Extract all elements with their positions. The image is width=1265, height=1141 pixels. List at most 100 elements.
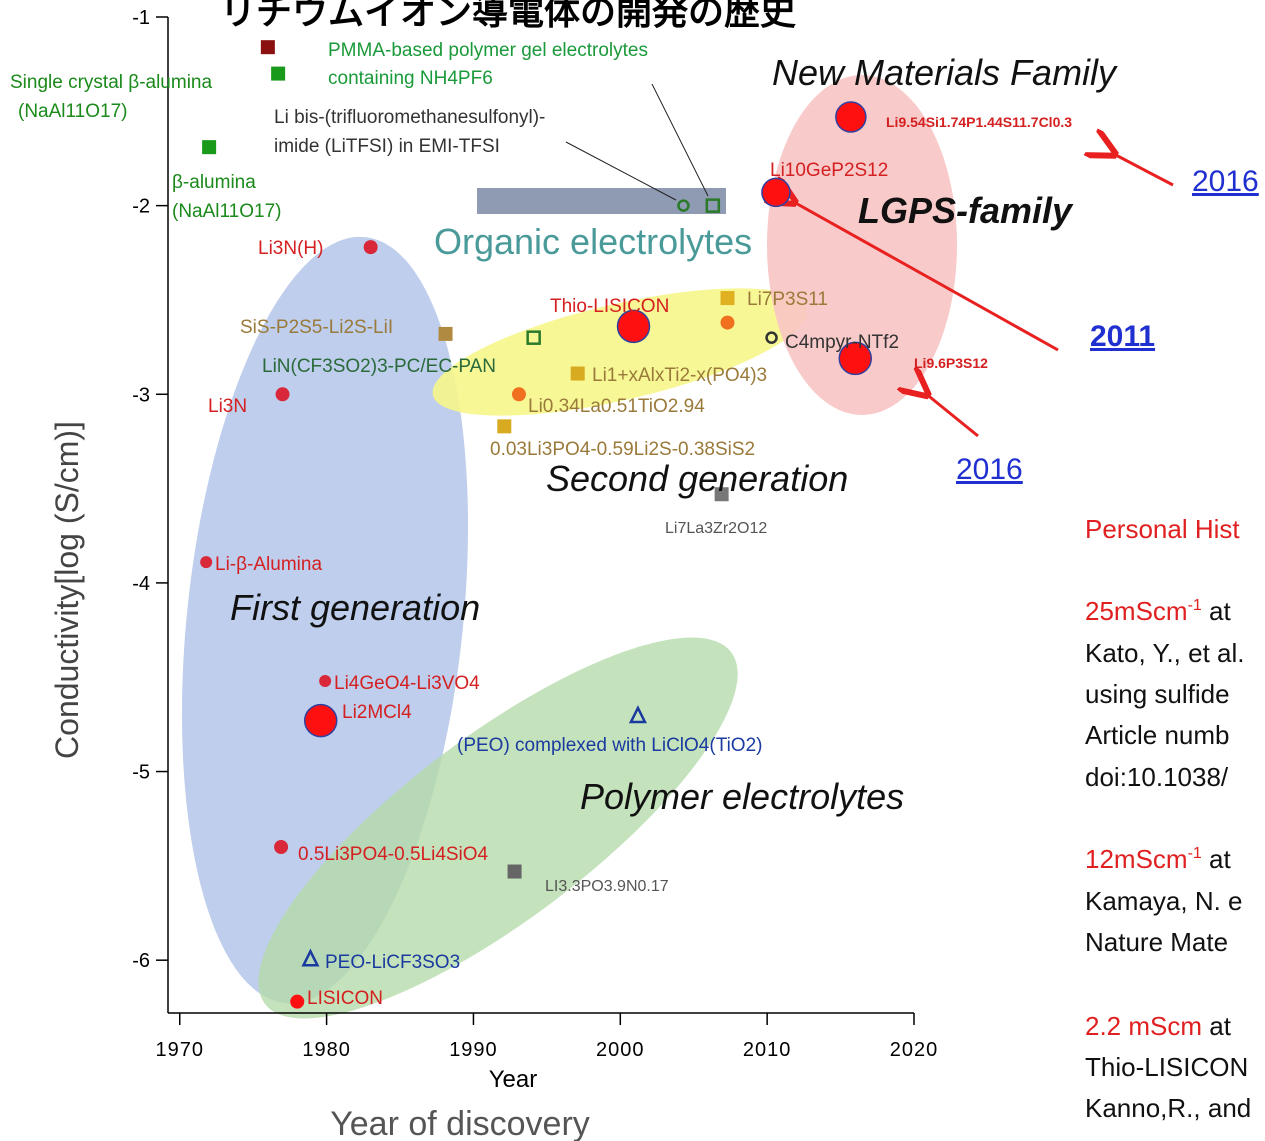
x-tick-label: 1970 xyxy=(155,1039,204,1061)
arrows xyxy=(792,153,1174,438)
annotation: imide (LiTFSI) in EMI-TFSI xyxy=(274,136,500,157)
point xyxy=(616,309,651,344)
annotation: SiS-P2S5-Li2S-LiI xyxy=(240,317,393,338)
side-text: at xyxy=(1202,1011,1232,1041)
point xyxy=(260,40,275,55)
point xyxy=(765,331,778,344)
annotation: PMMA-based polymer gel electrolytes xyxy=(328,40,648,61)
chart-title: リチウムイオン導電体の開発の歴史 xyxy=(220,0,796,32)
point xyxy=(497,419,512,434)
side-text: at xyxy=(1202,844,1232,874)
annotation: Polymer electrolytes xyxy=(580,776,904,817)
side-line: using sulfide xyxy=(1085,679,1230,709)
side-line: 25mScm-1 at xyxy=(1085,596,1231,626)
point xyxy=(570,366,585,381)
annotation: containing NH4PF6 xyxy=(328,68,493,89)
y-tick-label: -4 xyxy=(132,573,150,595)
point xyxy=(363,240,378,255)
x-tick-label: 2020 xyxy=(890,1039,939,1061)
annotation: (NaAl11O17) xyxy=(18,101,127,122)
annotation: Li10GeP2S12 xyxy=(770,160,888,181)
side-line: doi:10.1038/ xyxy=(1085,762,1229,792)
annotation: First generation xyxy=(230,587,480,628)
leader xyxy=(565,141,677,201)
point xyxy=(835,101,867,133)
point xyxy=(438,326,453,341)
annotation: Li9.54Si1.74P1.44S11.7Cl0.3 xyxy=(886,114,1072,130)
side-text: Kato, Y., et al. xyxy=(1085,638,1245,668)
point xyxy=(720,315,735,330)
side-line: Kanno,R., and xyxy=(1085,1093,1251,1123)
y-axis-label: Conductivity[log (S/cm)] xyxy=(49,421,85,759)
annotation: 0.03Li3PO4-0.59Li2S-0.38SiS2 xyxy=(490,439,755,460)
annotation: Li bis-(trifluoromethanesulfonyl)- xyxy=(274,107,545,128)
side-text: 12mScm xyxy=(1085,844,1188,874)
side-line: Personal Hist xyxy=(1085,514,1240,544)
annotation: Li1+xAlxTi2-x(PO4)3 xyxy=(592,365,767,386)
annotation: β-alumina xyxy=(172,172,256,193)
annotation: Li-β-Alumina xyxy=(215,554,322,575)
point xyxy=(511,387,526,402)
annotation: Li7La3Zr2O12 xyxy=(665,520,767,537)
side-text: Personal Hist xyxy=(1085,514,1240,544)
x-tick-label: 2010 xyxy=(743,1039,792,1061)
annotation: Thio-LISICON xyxy=(550,296,669,317)
annotation: 2016 xyxy=(1192,165,1259,198)
annotation: 0.5Li3PO4-0.5Li4SiO4 xyxy=(298,844,489,865)
points xyxy=(200,40,873,1009)
side-text: doi:10.1038/ xyxy=(1085,762,1229,792)
annotations: PMMA-based polymer gel electrolytes conta… xyxy=(10,40,1259,1009)
side-line: 12mScm-1 at xyxy=(1085,844,1231,874)
y-tick-label: -2 xyxy=(132,196,150,218)
point xyxy=(714,487,729,502)
annotation: LiN(CF3SO2)3-PC/EC-PAN xyxy=(262,356,496,377)
y-tick-label: -6 xyxy=(132,950,150,972)
annotation: LI3.3PO3.9N0.17 xyxy=(545,878,669,895)
annotation: C4mpyr-NTf2 xyxy=(785,332,899,353)
side-text: Kanno,R., and xyxy=(1085,1093,1251,1123)
subtitle: Year of discovery xyxy=(330,1105,590,1141)
point xyxy=(507,864,522,879)
point xyxy=(274,840,289,854)
side-line: Kato, Y., et al. xyxy=(1085,638,1245,668)
point xyxy=(290,994,305,1009)
point xyxy=(319,675,332,687)
side-line: Article numb xyxy=(1085,720,1230,750)
point xyxy=(301,948,320,967)
annotation: New Materials Family xyxy=(772,52,1118,93)
point xyxy=(202,140,217,155)
annotation: Li0.34La0.51TiO2.94 xyxy=(528,396,705,417)
point xyxy=(200,556,213,569)
side-text: Nature Mate xyxy=(1085,927,1228,957)
arrow xyxy=(792,201,1059,352)
region xyxy=(767,75,957,415)
x-tick-label: 1990 xyxy=(449,1039,498,1061)
point xyxy=(705,198,721,213)
side-text: Article numb xyxy=(1085,720,1230,750)
y-tick-label: -1 xyxy=(132,7,150,29)
annotation: Organic electrolytes xyxy=(434,221,752,262)
region xyxy=(258,637,738,1019)
x-axis-label: Year xyxy=(489,1066,538,1093)
point xyxy=(271,66,286,81)
side-line: Kamaya, N. e xyxy=(1085,886,1243,916)
annotation: 2016 xyxy=(956,453,1023,486)
annotation: PEO-LiCF3SO3 xyxy=(325,952,460,973)
point xyxy=(838,341,873,376)
annotation: Li3N xyxy=(208,396,247,417)
annotation: Li4GeO4-Li3VO4 xyxy=(334,673,480,694)
side-line: Nature Mate xyxy=(1085,927,1228,957)
side-text: using sulfide xyxy=(1085,679,1230,709)
point xyxy=(761,177,791,208)
region xyxy=(432,288,808,416)
annotation: LISICON xyxy=(307,988,383,1009)
arrow xyxy=(925,393,979,438)
annotation: 2011 xyxy=(1090,320,1155,353)
x-tick-label: 2000 xyxy=(596,1039,645,1061)
annotation: Li3N(H) xyxy=(258,238,323,259)
point xyxy=(526,330,541,345)
annotation: (PEO) complexed with LiClO4(TiO2) xyxy=(457,735,762,756)
annotation: LGPS-family xyxy=(858,190,1074,231)
side-text: -1 xyxy=(1188,845,1202,862)
